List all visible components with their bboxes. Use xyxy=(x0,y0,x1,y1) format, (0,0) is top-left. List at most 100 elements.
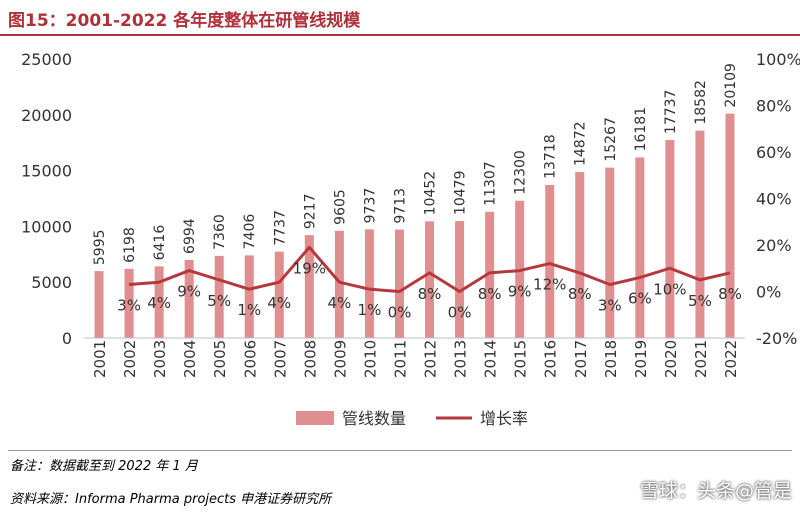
growth-label-2004: 9% xyxy=(177,283,201,301)
bar-2006 xyxy=(244,255,254,338)
bar-value-label: 6994 xyxy=(182,218,198,254)
x-axis: 2001 2002 2003 2004 2005 2006 2007 2008 2009 2010… xyxy=(84,337,745,378)
bar-value-label: 10452 xyxy=(423,171,439,216)
footnote: 备注：数据截至到 2022 年 1 月 xyxy=(10,459,198,474)
legend: 管线数量 增长率 xyxy=(296,409,528,428)
growth-label-2014: 8% xyxy=(478,285,502,303)
x-tick-label: 2006 xyxy=(241,340,259,378)
growth-label-2008: 19% xyxy=(293,259,326,277)
x-tick-label: 2007 xyxy=(271,340,289,378)
watermark-text: 雪球：头条@管是 xyxy=(639,480,792,502)
bar-value-label: 5995 xyxy=(92,229,108,265)
snowball-logo-icon xyxy=(610,481,634,502)
growth-label-2018: 3% xyxy=(598,297,622,315)
left-axis: 0 5000 10000 15000 20000 25000 xyxy=(21,50,72,348)
x-tick-label: 2016 xyxy=(542,340,560,378)
bar-2017 xyxy=(575,172,585,338)
legend-line-label: 增长率 xyxy=(480,409,528,428)
bar-value-label: 20109 xyxy=(723,63,739,108)
growth-label-2003: 4% xyxy=(147,294,171,312)
growth-label-2007: 4% xyxy=(267,294,291,312)
x-tick-label: 2013 xyxy=(452,340,470,378)
x-tick-label: 2008 xyxy=(301,340,319,378)
bar-value-label: 15267 xyxy=(603,117,619,162)
bar-value-label: 16181 xyxy=(633,107,649,152)
x-tick-label: 2005 xyxy=(211,340,229,378)
growth-line xyxy=(128,245,731,293)
x-tick-label: 2011 xyxy=(391,340,409,378)
right-tick-label: 40% xyxy=(756,190,792,209)
watermark: 雪球：头条@管是 xyxy=(610,476,792,503)
bar-value-label: 7406 xyxy=(242,214,258,250)
growth-label-2015: 9% xyxy=(508,283,532,301)
left-tick-label: 15000 xyxy=(21,162,72,181)
x-tick-label: 2009 xyxy=(331,340,349,378)
chart-title: 图15：2001-2022 各年度整体在研管线规模 xyxy=(8,11,361,31)
bar-2012 xyxy=(425,221,435,338)
bar-labels: 5995 6198 6416 6994 7360 7406 7737 9217 9605 9737… xyxy=(92,63,739,265)
bar-value-label: 9217 xyxy=(302,193,318,229)
bar-series xyxy=(94,113,735,338)
x-tick-label: 2003 xyxy=(151,340,169,378)
right-tick-label: 60% xyxy=(756,143,792,162)
bar-2019 xyxy=(635,157,645,338)
title-divider xyxy=(0,34,800,36)
x-tick-label: 2017 xyxy=(572,340,590,378)
right-tick-label: 100% xyxy=(756,50,800,69)
left-tick-label: 5000 xyxy=(31,273,72,292)
bar-2002 xyxy=(124,268,134,338)
growth-label-2022: 8% xyxy=(718,285,742,303)
bar-2008 xyxy=(304,235,314,338)
left-tick-label: 10000 xyxy=(21,217,72,236)
x-tick-label: 2012 xyxy=(422,340,440,378)
bar-value-label: 17737 xyxy=(663,90,679,135)
bar-2001 xyxy=(94,271,104,338)
bar-value-label: 6198 xyxy=(122,227,138,263)
bar-value-label: 12300 xyxy=(513,150,529,195)
growth-label-2002: 3% xyxy=(117,297,141,315)
bar-value-label: 7360 xyxy=(212,214,228,250)
bar-value-label: 7737 xyxy=(272,210,288,246)
x-tick-label: 2002 xyxy=(121,340,139,378)
growth-labels: 3% 4%9%5%1% 4%19%4% 1% 0%8%0%8% 9% 12%8%3% 6%10… xyxy=(117,259,742,321)
x-tick-label: 2010 xyxy=(361,340,379,378)
left-tick-label: 25000 xyxy=(21,50,72,69)
growth-label-2019: 6% xyxy=(628,290,652,308)
bar-2022 xyxy=(725,113,735,338)
bar-2020 xyxy=(665,140,675,338)
bar-2009 xyxy=(334,230,344,338)
growth-label-2021: 5% xyxy=(688,292,712,310)
bar-2016 xyxy=(545,184,555,338)
growth-label-2006: 1% xyxy=(237,301,261,319)
bar-2013 xyxy=(455,221,465,338)
x-tick-label: 2001 xyxy=(91,340,109,378)
right-tick-label: -20% xyxy=(756,329,797,348)
x-tick-label: 2018 xyxy=(602,340,620,378)
x-tick-label: 2020 xyxy=(662,340,680,378)
bar-2010 xyxy=(364,229,374,338)
bar-2004 xyxy=(184,259,194,338)
left-tick-label: 0 xyxy=(62,329,72,348)
x-tick-label: 2014 xyxy=(482,340,500,378)
growth-label-2011: 0% xyxy=(388,304,412,322)
x-tick-label: 2004 xyxy=(181,340,199,378)
legend-bar-label: 管线数量 xyxy=(342,409,406,428)
bar-2021 xyxy=(695,130,705,338)
growth-line-series xyxy=(128,245,731,293)
right-tick-label: 20% xyxy=(756,236,792,255)
x-tick-label: 2015 xyxy=(512,340,530,378)
right-axis: -20% 0% 20% 40% 60% 80% 100% xyxy=(756,50,800,348)
bar-value-label: 13718 xyxy=(543,134,559,179)
growth-label-2020: 10% xyxy=(653,280,686,298)
bar-value-label: 18582 xyxy=(693,80,709,125)
bar-2003 xyxy=(154,266,164,338)
x-tick-label: 2021 xyxy=(692,340,710,378)
growth-label-2012: 8% xyxy=(418,285,442,303)
right-tick-label: 0% xyxy=(756,283,781,302)
growth-label-2013: 0% xyxy=(448,304,472,322)
bar-2007 xyxy=(274,251,284,338)
bar-value-label: 14872 xyxy=(573,121,589,166)
bar-2014 xyxy=(485,211,495,338)
bar-value-label: 9605 xyxy=(332,189,348,225)
